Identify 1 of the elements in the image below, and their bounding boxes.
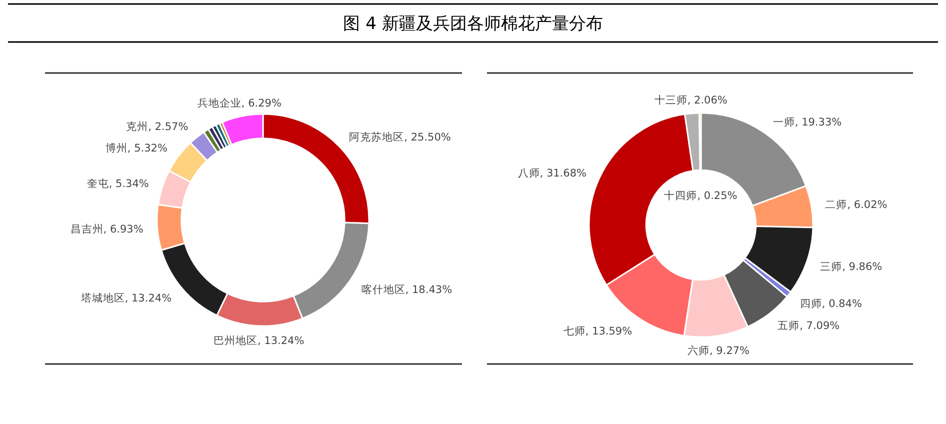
title: 图 4 新疆及兵团各师棉花产量分布 (343, 14, 603, 34)
